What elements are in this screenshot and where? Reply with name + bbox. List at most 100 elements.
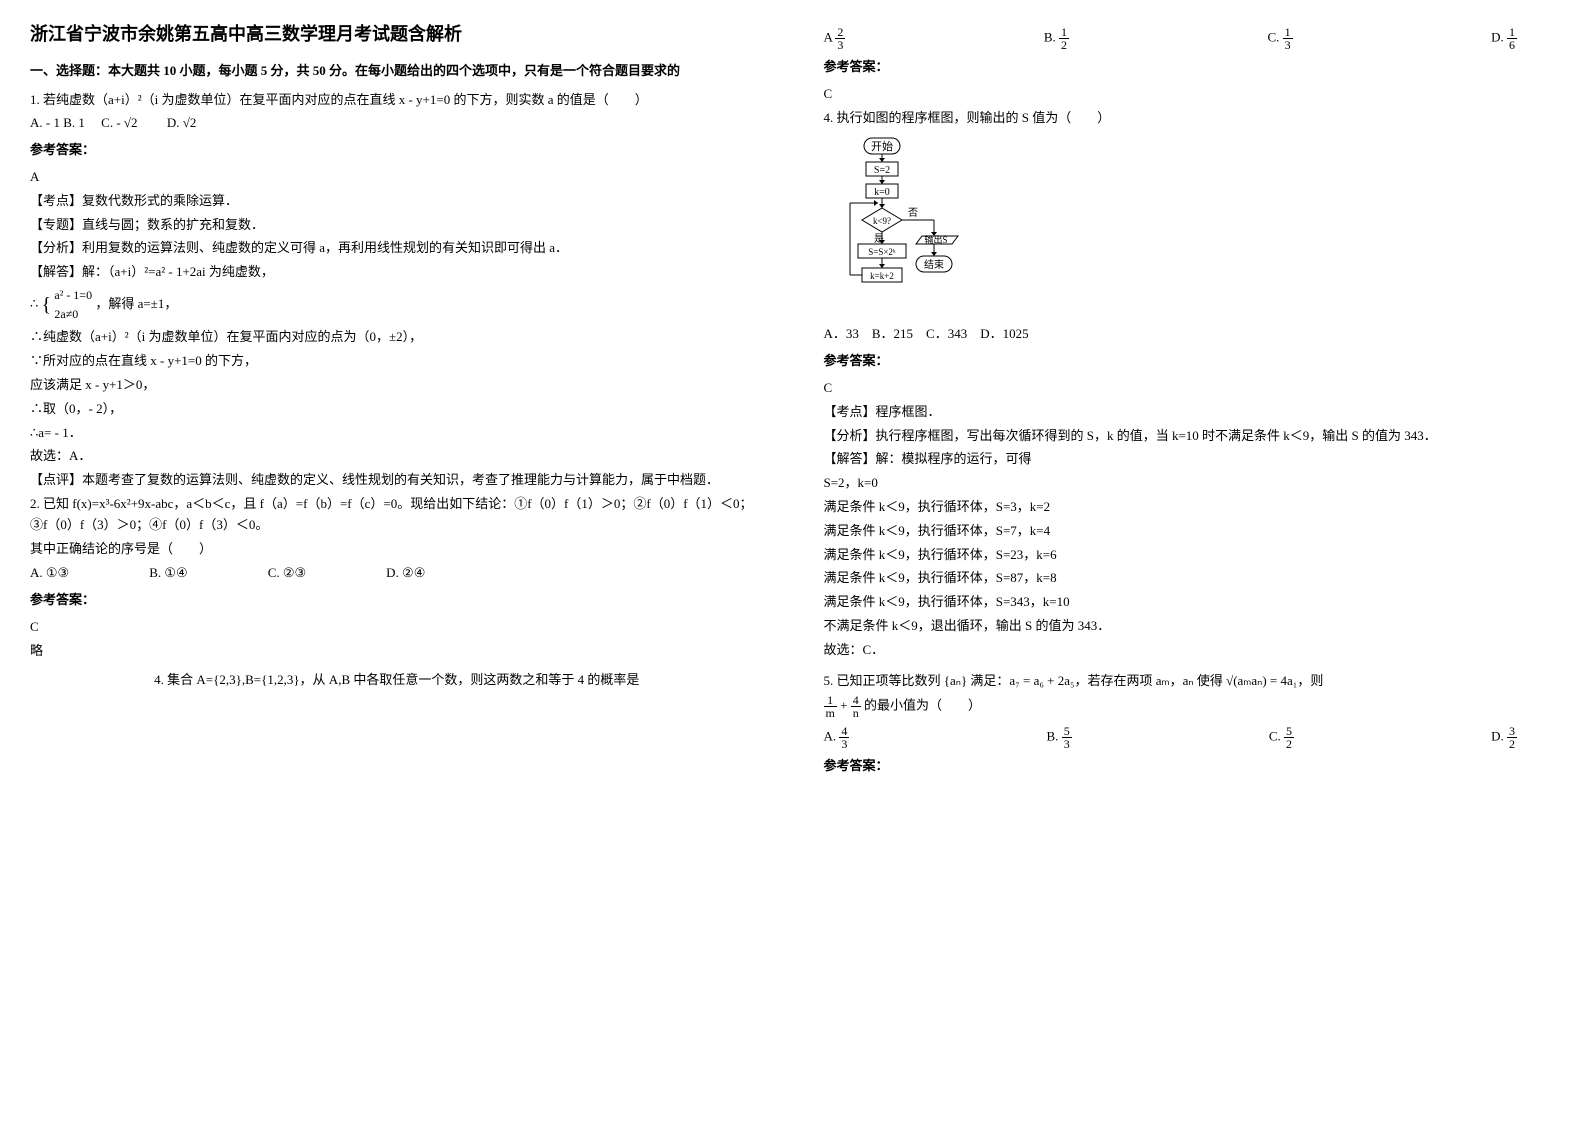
prob-optA-den: 3	[835, 39, 845, 51]
flow-upd1: S=S×2ᵏ	[868, 247, 896, 257]
q1-optD: D. √2	[167, 115, 197, 130]
q5-optB-label: B.	[1047, 729, 1059, 744]
q4-answer-label: 参考答案：	[824, 351, 1558, 372]
q1-t10: ∴a= - 1．	[30, 423, 764, 444]
q4-t3: 【解答】解：模拟程序的运行，可得	[824, 449, 1558, 470]
q1-optB: B. 1	[63, 115, 85, 130]
q1-answer: A	[30, 167, 764, 188]
q4-answer: C	[824, 378, 1558, 399]
q1-t6: ∴纯虚数（a+i）²（i 为虚数单位）在复平面内对应的点为（0，±2），	[30, 327, 764, 348]
q4-t4: S=2，k=0	[824, 473, 1558, 494]
flow-cond: k<9?	[872, 216, 890, 226]
flow-s1: S=2	[873, 165, 889, 176]
q1-t7: ∵所对应的点在直线 x - y+1=0 的下方，	[30, 351, 764, 372]
prob-optC-den: 3	[1283, 39, 1293, 51]
prob-answer-label: 参考答案：	[824, 57, 1558, 78]
q2-optB: B. ①④	[149, 563, 187, 584]
q4-t6: 满足条件 k＜9，执行循环体，S=7，k=4	[824, 521, 1558, 542]
q5-optD: D. 32	[1491, 725, 1517, 750]
q1-t1: 【考点】复数代数形式的乘除运算．	[30, 191, 764, 212]
q4-opts: A．33 B．215 C．343 D．1025	[824, 324, 1558, 345]
q5-optD-label: D.	[1491, 729, 1504, 744]
left-column: 浙江省宁波市余姚第五高中高三数学理月考试题含解析 一、选择题：本大题共 10 小…	[0, 0, 794, 1122]
q1-t9: ∴取（0，- 2），	[30, 399, 764, 420]
q5-fracL-den: m	[824, 707, 837, 719]
flow-start: 开始	[871, 139, 893, 153]
prob-optD-label: D.	[1491, 29, 1504, 44]
q2-optD: D. ②④	[386, 563, 425, 584]
flow-out: 输出S	[924, 234, 947, 245]
q1-options: A. - 1 B. 1 C. - √2 D. √2	[30, 113, 764, 134]
q5-stem2: 的最小值为（ ）	[864, 698, 981, 713]
q5-stem1: 5. 已知正项等比数列 {aₙ} 满足：a₇ = a₆ + 2a₅，若存在两项 …	[824, 673, 1324, 688]
q2-stem: 2. 已知 f(x)=x³-6x²+9x-abc，a＜b＜c，且 f（a）=f（…	[30, 494, 764, 536]
prob-optB-label: B.	[1044, 29, 1056, 44]
q1-stem: 1. 若纯虚数（a+i）²（i 为虚数单位）在复平面内对应的点在直线 x - y…	[30, 90, 764, 111]
q5-optC-label: C.	[1269, 729, 1281, 744]
q4-t10: 不满足条件 k＜9，退出循环，输出 S 的值为 343．	[824, 616, 1558, 637]
flowchart-svg: 开始 S=2 k=0 k<9? 是 否 输出S 结束	[844, 136, 1004, 316]
q2-options: A. ①③ B. ①④ C. ②③ D. ②④	[30, 563, 764, 584]
q1-optC: C. - √2	[101, 115, 137, 130]
flow-no: 否	[908, 207, 918, 219]
q1-t8: 应该满足 x - y+1＞0，	[30, 375, 764, 396]
q1-t2: 【专题】直线与圆；数系的扩充和复数．	[30, 215, 764, 236]
prob-optD-den: 6	[1507, 39, 1517, 51]
q1-optA: A. - 1	[30, 115, 60, 130]
flow-s2: k=0	[874, 187, 890, 198]
prob-optC: C. 13	[1267, 26, 1292, 51]
q5-optB-den: 3	[1062, 738, 1072, 750]
q5-optD-den: 2	[1507, 738, 1517, 750]
q2-answer: C	[30, 617, 764, 638]
right-column: A 23 B. 12 C. 13 D. 16 参考答案： C 4. 执行如图的程…	[794, 0, 1587, 1122]
q5-plus: +	[840, 698, 847, 713]
q1-t11: 故选：A．	[30, 446, 764, 467]
q1-t5c: ，解得 a=±1，	[95, 296, 177, 311]
page-title: 浙江省宁波市余姚第五高中高三数学理月考试题含解析	[30, 20, 764, 49]
q2-optC: C. ②③	[268, 563, 306, 584]
q5-stem-frac: 1m + 4n 的最小值为（ ）	[824, 694, 1558, 719]
q1-answer-label: 参考答案：	[30, 140, 764, 161]
q5-optC: C. 52	[1269, 725, 1294, 750]
q2-optA: A. ①③	[30, 563, 69, 584]
q5-fracR-den: n	[851, 707, 861, 719]
q5-optA-label: A.	[824, 729, 837, 744]
q1-brace: ∴ { a² - 1=0 2a≠0 ，解得 a=±1，	[30, 286, 764, 324]
q5-optA-den: 3	[839, 738, 849, 750]
prob-optA-label: A	[824, 29, 833, 44]
flow-upd2: k=k+2	[870, 271, 894, 281]
q5-optB: B. 53	[1047, 725, 1072, 750]
q4-t7: 满足条件 k＜9，执行循环体，S=23，k=6	[824, 545, 1558, 566]
q4-stem: 4. 执行如图的程序框图，则输出的 S 值为（ ）	[824, 108, 1558, 129]
prob-optD: D. 16	[1491, 26, 1517, 51]
prob-optC-label: C.	[1267, 29, 1279, 44]
prob-answer: C	[824, 84, 1558, 105]
q1-t3: 【分析】利用复数的运算法则、纯虚数的定义可得 a，再利用线性规划的有关知识即可得…	[30, 238, 764, 259]
q4-t9: 满足条件 k＜9，执行循环体，S=343，k=10	[824, 592, 1558, 613]
q5-optC-den: 2	[1284, 738, 1294, 750]
prob-options: A 23 B. 12 C. 13 D. 16	[824, 26, 1558, 51]
q4-t11: 故选：C．	[824, 640, 1558, 661]
q4-t2: 【分析】执行程序框图，写出每次循环得到的 S，k 的值，当 k=10 时不满足条…	[824, 426, 1558, 447]
q2-note: 略	[30, 641, 764, 662]
flow-end: 结束	[924, 258, 944, 271]
q4-t1: 【考点】程序框图．	[824, 402, 1558, 423]
q5-stem: 5. 已知正项等比数列 {aₙ} 满足：a₇ = a₆ + 2a₅，若存在两项 …	[824, 671, 1558, 692]
prob-optB: B. 12	[1044, 26, 1069, 51]
q4-t5: 满足条件 k＜9，执行循环体，S=3，k=2	[824, 497, 1558, 518]
q5-optA: A. 43	[824, 725, 850, 750]
q1-t12: 【点评】本题考查了复数的运算法则、纯虚数的定义、线性规划的有关知识，考查了推理能…	[30, 470, 764, 491]
prob-optA: A 23	[824, 26, 846, 51]
q5-options: A. 43 B. 53 C. 52 D. 32	[824, 725, 1558, 750]
q1-t4: 【解答】解：（a+i）²=a² - 1+2ai 为纯虚数，	[30, 262, 764, 283]
flowchart-diagram: 开始 S=2 k=0 k<9? 是 否 输出S 结束	[844, 136, 1558, 316]
prob-optB-den: 2	[1059, 39, 1069, 51]
section-heading: 一、选择题：本大题共 10 小题，每小题 5 分，共 50 分。在每小题给出的四…	[30, 61, 764, 82]
q4-t8: 满足条件 k＜9，执行循环体，S=87，k=8	[824, 568, 1558, 589]
q1-t5a: a² - 1=0	[54, 286, 92, 305]
q1-t5b: 2a≠0	[54, 305, 92, 324]
q2-stem2: 其中正确结论的序号是（ ）	[30, 539, 764, 560]
q2-answer-label: 参考答案：	[30, 590, 764, 611]
q4sub-stem: 4. 集合 A={2,3},B={1,2,3}，从 A,B 中各取任意一个数，则…	[30, 670, 764, 691]
q5-answer-label: 参考答案：	[824, 756, 1558, 777]
